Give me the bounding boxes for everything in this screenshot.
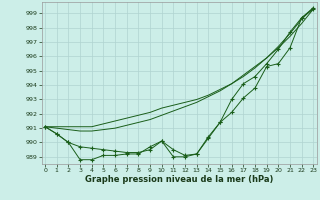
X-axis label: Graphe pression niveau de la mer (hPa): Graphe pression niveau de la mer (hPa): [85, 175, 273, 184]
